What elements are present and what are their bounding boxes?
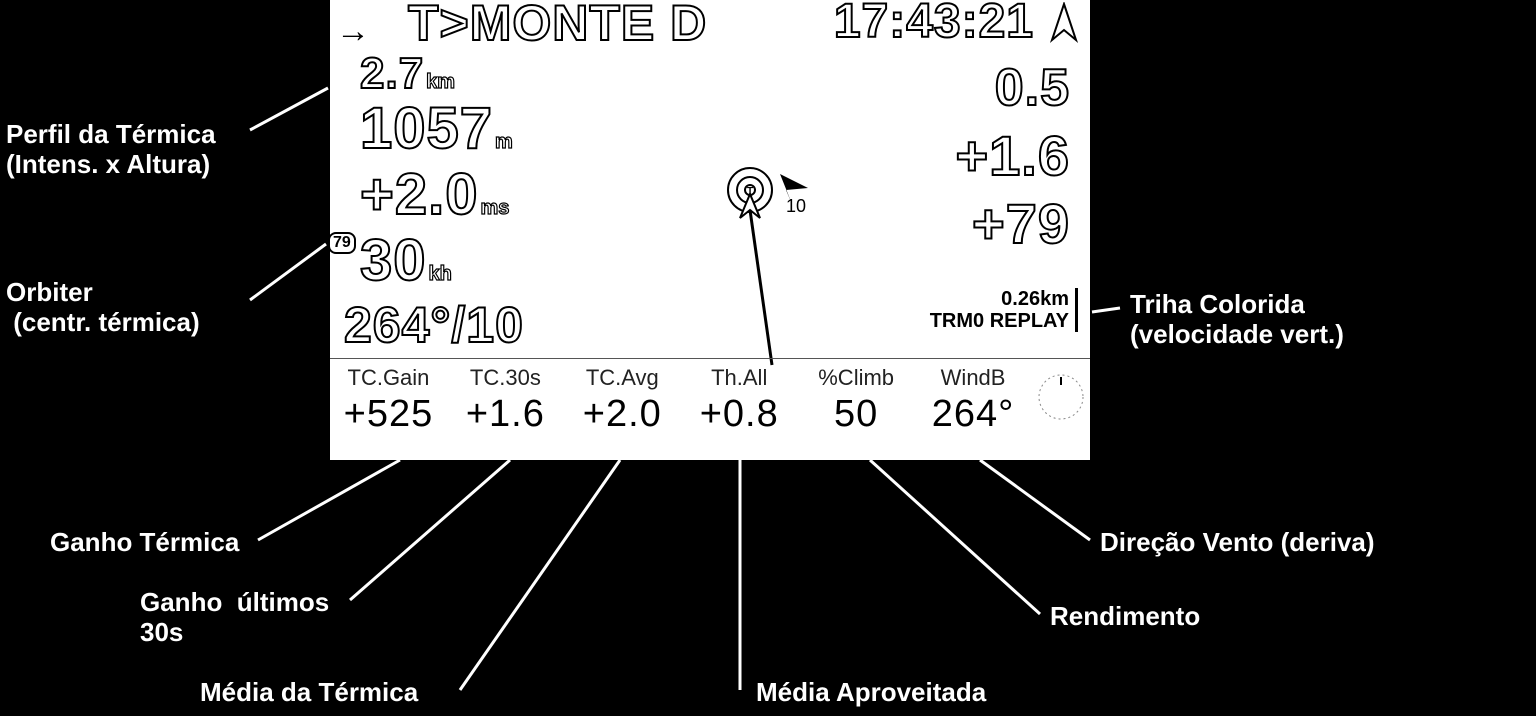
- box-compass: [1032, 359, 1090, 458]
- orbiter-badge: 79: [328, 232, 356, 254]
- anno-direcao-vento: Direção Vento (deriva): [1100, 528, 1375, 558]
- box-value: +1.6: [447, 393, 564, 436]
- box-label: TC.Avg: [564, 365, 681, 391]
- anno-rendimento: Rendimento: [1050, 602, 1200, 632]
- wind-value: 264°/10: [344, 300, 524, 350]
- box-label: TC.30s: [447, 365, 564, 391]
- distance-value: 2.7: [360, 52, 424, 96]
- speed-readout: 30kh: [360, 232, 452, 290]
- vario-readout: +2.0ms: [360, 166, 509, 224]
- box-climb: %Climb 50: [798, 359, 915, 458]
- box-value: 264°: [915, 393, 1032, 436]
- north-arrow-icon: [1044, 2, 1084, 51]
- anno-media-aproveitada: Média Aproveitada: [756, 678, 986, 708]
- box-tc-gain: TC.Gain +525: [330, 359, 447, 458]
- waypoint-name: T>MONTE D: [408, 0, 707, 48]
- anno-trilha-colorida: Triha Colorida (velocidade vert.): [1130, 290, 1344, 350]
- flight-instrument-screen: → T>MONTE D 17:43:21 2.7km 1057m +2.0ms …: [330, 0, 1090, 460]
- map-scale-label: 10: [786, 196, 806, 216]
- right-value-3: +79: [972, 196, 1070, 252]
- box-label: WindB: [915, 365, 1032, 391]
- altitude-unit: m: [495, 131, 513, 153]
- distance-unit: km: [426, 71, 455, 93]
- info-box-strip: TC.Gain +525 TC.30s +1.6 TC.Avg +2.0 Th.…: [330, 358, 1090, 458]
- box-label: TC.Gain: [330, 365, 447, 391]
- right-value-2: +1.6: [955, 128, 1070, 184]
- box-th-all: Th.All +0.8: [681, 359, 798, 458]
- replay-panel: 0.26km TRM0 REPLAY: [930, 288, 1078, 333]
- anno-ganho-termica: Ganho Térmica: [50, 528, 239, 558]
- box-label: Th.All: [681, 365, 798, 391]
- vario-unit: ms: [481, 197, 510, 219]
- wind-readout: 264°/10: [344, 300, 524, 350]
- box-label: %Climb: [798, 365, 915, 391]
- box-tc-30s: TC.30s +1.6: [447, 359, 564, 458]
- anno-orbiter: Orbiter (centr. térmica): [6, 278, 200, 338]
- thermal-center-map: T 10: [710, 160, 830, 375]
- box-tc-avg: TC.Avg +2.0: [564, 359, 681, 458]
- heading-arrow-icon: →: [336, 12, 370, 51]
- right-value-1: 0.5: [995, 62, 1070, 114]
- box-value: +0.8: [681, 393, 798, 436]
- box-value: +525: [330, 393, 447, 436]
- speed-value: 30: [360, 232, 427, 290]
- vario-value: +2.0: [360, 166, 479, 224]
- replay-distance: 0.26km: [1001, 288, 1069, 310]
- speed-unit: kh: [429, 263, 452, 285]
- anno-media-termica: Média da Térmica: [200, 678, 418, 708]
- altitude-value: 1057: [360, 100, 493, 158]
- box-value: 50: [798, 393, 915, 436]
- altitude-readout: 1057m: [360, 100, 513, 158]
- anno-ganho-30s: Ganho últimos 30s: [140, 588, 329, 648]
- anno-perfil-termica: Perfil da Térmica (Intens. x Altura): [6, 120, 216, 180]
- box-windb: WindB 264°: [915, 359, 1032, 458]
- clock: 17:43:21: [834, 0, 1034, 46]
- distance-readout: 2.7km: [360, 52, 455, 96]
- box-value: +2.0: [564, 393, 681, 436]
- replay-label: TRM0 REPLAY: [930, 310, 1069, 332]
- compass-rose-icon: [1033, 369, 1089, 425]
